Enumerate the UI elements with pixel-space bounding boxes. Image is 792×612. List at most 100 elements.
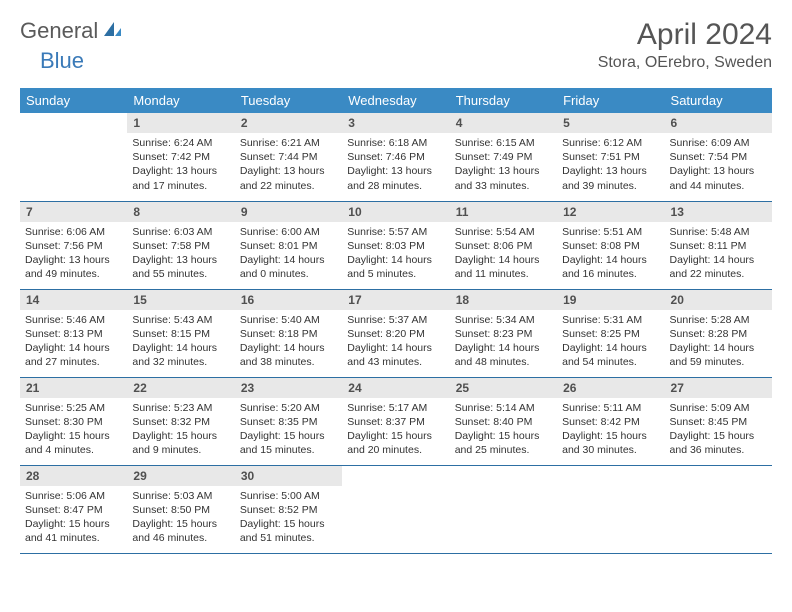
day-number: 7 bbox=[20, 202, 127, 222]
daylight-text: Daylight: 13 hours and 44 minutes. bbox=[670, 164, 767, 192]
sunset-text: Sunset: 8:11 PM bbox=[670, 239, 767, 253]
calendar-week-row: 28Sunrise: 5:06 AMSunset: 8:47 PMDayligh… bbox=[20, 465, 772, 553]
day-number: 29 bbox=[127, 466, 234, 486]
sunrise-text: Sunrise: 5:23 AM bbox=[132, 401, 229, 415]
calendar-day-cell: 14Sunrise: 5:46 AMSunset: 8:13 PMDayligh… bbox=[20, 289, 127, 377]
day-number: 13 bbox=[665, 202, 772, 222]
day-info: Sunrise: 5:20 AMSunset: 8:35 PMDaylight:… bbox=[235, 398, 342, 462]
sunrise-text: Sunrise: 6:09 AM bbox=[670, 136, 767, 150]
calendar-day-cell: 1Sunrise: 6:24 AMSunset: 7:42 PMDaylight… bbox=[127, 113, 234, 201]
sunrise-text: Sunrise: 5:20 AM bbox=[240, 401, 337, 415]
daylight-text: Daylight: 14 hours and 48 minutes. bbox=[455, 341, 552, 369]
day-number: 9 bbox=[235, 202, 342, 222]
calendar-day-cell: 24Sunrise: 5:17 AMSunset: 8:37 PMDayligh… bbox=[342, 377, 449, 465]
calendar-day-cell: 6Sunrise: 6:09 AMSunset: 7:54 PMDaylight… bbox=[665, 113, 772, 201]
daylight-text: Daylight: 15 hours and 30 minutes. bbox=[562, 429, 659, 457]
day-info: Sunrise: 5:57 AMSunset: 8:03 PMDaylight:… bbox=[342, 222, 449, 286]
day-number: 4 bbox=[450, 113, 557, 133]
sunset-text: Sunset: 8:45 PM bbox=[670, 415, 767, 429]
sunrise-text: Sunrise: 5:17 AM bbox=[347, 401, 444, 415]
sunrise-text: Sunrise: 5:34 AM bbox=[455, 313, 552, 327]
sunrise-text: Sunrise: 5:48 AM bbox=[670, 225, 767, 239]
day-info: Sunrise: 5:03 AMSunset: 8:50 PMDaylight:… bbox=[127, 486, 234, 550]
daylight-text: Daylight: 15 hours and 25 minutes. bbox=[455, 429, 552, 457]
calendar-day-cell: 18Sunrise: 5:34 AMSunset: 8:23 PMDayligh… bbox=[450, 289, 557, 377]
sunset-text: Sunset: 8:40 PM bbox=[455, 415, 552, 429]
daylight-text: Daylight: 13 hours and 33 minutes. bbox=[455, 164, 552, 192]
calendar-day-cell bbox=[342, 465, 449, 553]
day-number: 22 bbox=[127, 378, 234, 398]
day-info: Sunrise: 5:37 AMSunset: 8:20 PMDaylight:… bbox=[342, 310, 449, 374]
sunrise-text: Sunrise: 5:46 AM bbox=[25, 313, 122, 327]
daylight-text: Daylight: 13 hours and 49 minutes. bbox=[25, 253, 122, 281]
sunrise-text: Sunrise: 5:54 AM bbox=[455, 225, 552, 239]
day-number: 6 bbox=[665, 113, 772, 133]
sunset-text: Sunset: 8:25 PM bbox=[562, 327, 659, 341]
daylight-text: Daylight: 14 hours and 38 minutes. bbox=[240, 341, 337, 369]
sunrise-text: Sunrise: 6:21 AM bbox=[240, 136, 337, 150]
day-info: Sunrise: 5:28 AMSunset: 8:28 PMDaylight:… bbox=[665, 310, 772, 374]
sunrise-text: Sunrise: 5:03 AM bbox=[132, 489, 229, 503]
day-info: Sunrise: 5:40 AMSunset: 8:18 PMDaylight:… bbox=[235, 310, 342, 374]
weekday-header: Tuesday bbox=[235, 88, 342, 113]
calendar-table: Sunday Monday Tuesday Wednesday Thursday… bbox=[20, 88, 772, 554]
sunset-text: Sunset: 8:08 PM bbox=[562, 239, 659, 253]
sunrise-text: Sunrise: 6:24 AM bbox=[132, 136, 229, 150]
calendar-day-cell: 17Sunrise: 5:37 AMSunset: 8:20 PMDayligh… bbox=[342, 289, 449, 377]
calendar-day-cell: 16Sunrise: 5:40 AMSunset: 8:18 PMDayligh… bbox=[235, 289, 342, 377]
sunset-text: Sunset: 8:01 PM bbox=[240, 239, 337, 253]
sunrise-text: Sunrise: 6:03 AM bbox=[132, 225, 229, 239]
logo: General bbox=[20, 18, 124, 44]
calendar-day-cell: 22Sunrise: 5:23 AMSunset: 8:32 PMDayligh… bbox=[127, 377, 234, 465]
day-info: Sunrise: 6:03 AMSunset: 7:58 PMDaylight:… bbox=[127, 222, 234, 286]
sunset-text: Sunset: 8:30 PM bbox=[25, 415, 122, 429]
sunset-text: Sunset: 7:44 PM bbox=[240, 150, 337, 164]
sunrise-text: Sunrise: 6:06 AM bbox=[25, 225, 122, 239]
daylight-text: Daylight: 13 hours and 55 minutes. bbox=[132, 253, 229, 281]
day-info: Sunrise: 6:15 AMSunset: 7:49 PMDaylight:… bbox=[450, 133, 557, 197]
day-info: Sunrise: 6:00 AMSunset: 8:01 PMDaylight:… bbox=[235, 222, 342, 286]
sunset-text: Sunset: 7:58 PM bbox=[132, 239, 229, 253]
daylight-text: Daylight: 14 hours and 32 minutes. bbox=[132, 341, 229, 369]
weekday-header: Monday bbox=[127, 88, 234, 113]
day-number: 26 bbox=[557, 378, 664, 398]
calendar-day-cell: 23Sunrise: 5:20 AMSunset: 8:35 PMDayligh… bbox=[235, 377, 342, 465]
calendar-day-cell bbox=[665, 465, 772, 553]
day-number: 2 bbox=[235, 113, 342, 133]
daylight-text: Daylight: 14 hours and 11 minutes. bbox=[455, 253, 552, 281]
day-number: 5 bbox=[557, 113, 664, 133]
day-info: Sunrise: 5:48 AMSunset: 8:11 PMDaylight:… bbox=[665, 222, 772, 286]
day-number: 28 bbox=[20, 466, 127, 486]
sunset-text: Sunset: 8:37 PM bbox=[347, 415, 444, 429]
daylight-text: Daylight: 13 hours and 17 minutes. bbox=[132, 164, 229, 192]
daylight-text: Daylight: 15 hours and 15 minutes. bbox=[240, 429, 337, 457]
day-number: 14 bbox=[20, 290, 127, 310]
day-number: 10 bbox=[342, 202, 449, 222]
sunrise-text: Sunrise: 6:12 AM bbox=[562, 136, 659, 150]
daylight-text: Daylight: 14 hours and 16 minutes. bbox=[562, 253, 659, 281]
day-number: 8 bbox=[127, 202, 234, 222]
sunrise-text: Sunrise: 6:15 AM bbox=[455, 136, 552, 150]
calendar-day-cell: 8Sunrise: 6:03 AMSunset: 7:58 PMDaylight… bbox=[127, 201, 234, 289]
sunrise-text: Sunrise: 5:25 AM bbox=[25, 401, 122, 415]
daylight-text: Daylight: 15 hours and 9 minutes. bbox=[132, 429, 229, 457]
day-number: 30 bbox=[235, 466, 342, 486]
sunrise-text: Sunrise: 5:31 AM bbox=[562, 313, 659, 327]
calendar-day-cell bbox=[20, 113, 127, 201]
calendar-day-cell: 9Sunrise: 6:00 AMSunset: 8:01 PMDaylight… bbox=[235, 201, 342, 289]
sunset-text: Sunset: 7:42 PM bbox=[132, 150, 229, 164]
calendar-body: 1Sunrise: 6:24 AMSunset: 7:42 PMDaylight… bbox=[20, 113, 772, 553]
sunset-text: Sunset: 8:28 PM bbox=[670, 327, 767, 341]
day-info: Sunrise: 6:18 AMSunset: 7:46 PMDaylight:… bbox=[342, 133, 449, 197]
day-number: 25 bbox=[450, 378, 557, 398]
calendar-week-row: 1Sunrise: 6:24 AMSunset: 7:42 PMDaylight… bbox=[20, 113, 772, 201]
sunset-text: Sunset: 8:50 PM bbox=[132, 503, 229, 517]
day-info: Sunrise: 5:31 AMSunset: 8:25 PMDaylight:… bbox=[557, 310, 664, 374]
day-info: Sunrise: 5:51 AMSunset: 8:08 PMDaylight:… bbox=[557, 222, 664, 286]
sunrise-text: Sunrise: 5:51 AM bbox=[562, 225, 659, 239]
calendar-day-cell: 26Sunrise: 5:11 AMSunset: 8:42 PMDayligh… bbox=[557, 377, 664, 465]
weekday-header: Wednesday bbox=[342, 88, 449, 113]
sunrise-text: Sunrise: 5:00 AM bbox=[240, 489, 337, 503]
daylight-text: Daylight: 13 hours and 22 minutes. bbox=[240, 164, 337, 192]
sunrise-text: Sunrise: 5:57 AM bbox=[347, 225, 444, 239]
